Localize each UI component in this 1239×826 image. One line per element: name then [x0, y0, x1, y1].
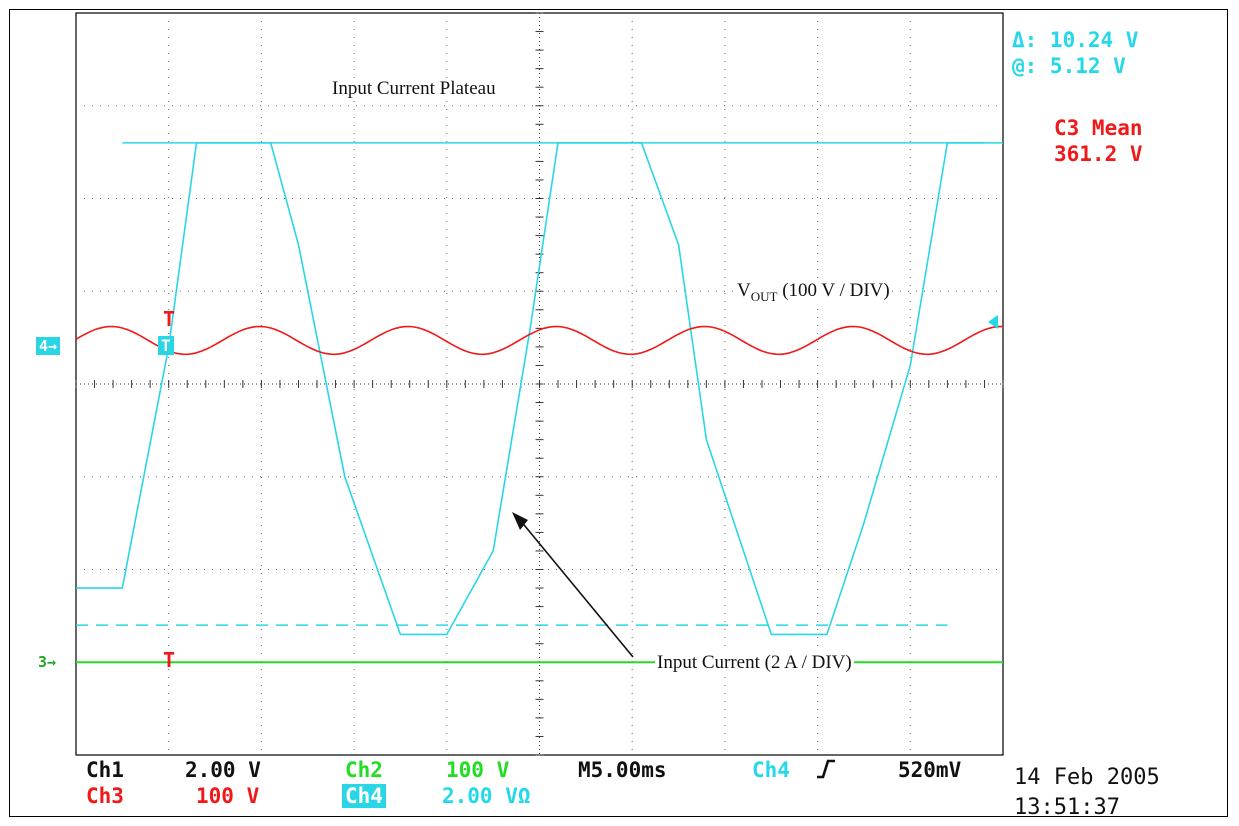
vout-main: V: [737, 280, 751, 301]
graticule-grid: [75, 12, 1004, 756]
rising-edge-glyph: [817, 759, 835, 779]
vout-annotation: VOUT (100 V / DIV): [735, 280, 892, 305]
rising-edge-icon: [815, 758, 837, 785]
screenshot-frame: [9, 9, 1228, 817]
input-current-annotation: Input Current (2 A / DIV): [655, 652, 854, 674]
trace-ch3: [75, 325, 1004, 356]
ch2-value: 100 V: [446, 758, 510, 782]
ch4-level-arrow-icon: [988, 315, 998, 329]
capture-time: 13:51:37: [1014, 795, 1120, 820]
trigger-channel: Ch4: [752, 758, 790, 782]
ch3-trigger-t: T: [163, 307, 176, 331]
trace-ch4: [76, 142, 985, 636]
timebase-readout: M5.00ms: [578, 758, 667, 782]
annotation-arrow: [519, 519, 634, 658]
capture-date: 14 Feb 2005: [1014, 765, 1160, 790]
vout-scale: (100 V / DIV): [777, 280, 890, 301]
c3-mean-label: C3 Mean: [1054, 116, 1143, 140]
ch2-trigger-t: T: [163, 648, 176, 672]
at-readout: @: 5.12 V: [1012, 54, 1126, 78]
ch1-value: 2.00 V: [185, 758, 261, 782]
ch2-label: Ch2: [345, 758, 383, 782]
ch1-label: Ch1: [86, 758, 124, 782]
ch4-label: Ch4: [342, 784, 386, 808]
ch4-value: 2.00 VΩ: [442, 784, 531, 808]
ch3-value: 100 V: [196, 784, 260, 808]
trigger-level: 520mV: [898, 758, 962, 782]
ch3-label: Ch3: [86, 784, 124, 808]
annotation-arrowhead: [512, 512, 528, 530]
ch4-ground-marker: 4→: [36, 337, 61, 355]
delta-readout: Δ: 10.24 V: [1012, 28, 1139, 52]
ch4-trigger-t: T: [158, 336, 174, 355]
ch3-ground-marker: 3→: [38, 653, 57, 671]
vout-subscript: OUT: [750, 288, 778, 304]
plateau-annotation: Input Current Plateau: [330, 78, 498, 100]
c3-mean-value: 361.2 V: [1054, 142, 1143, 166]
